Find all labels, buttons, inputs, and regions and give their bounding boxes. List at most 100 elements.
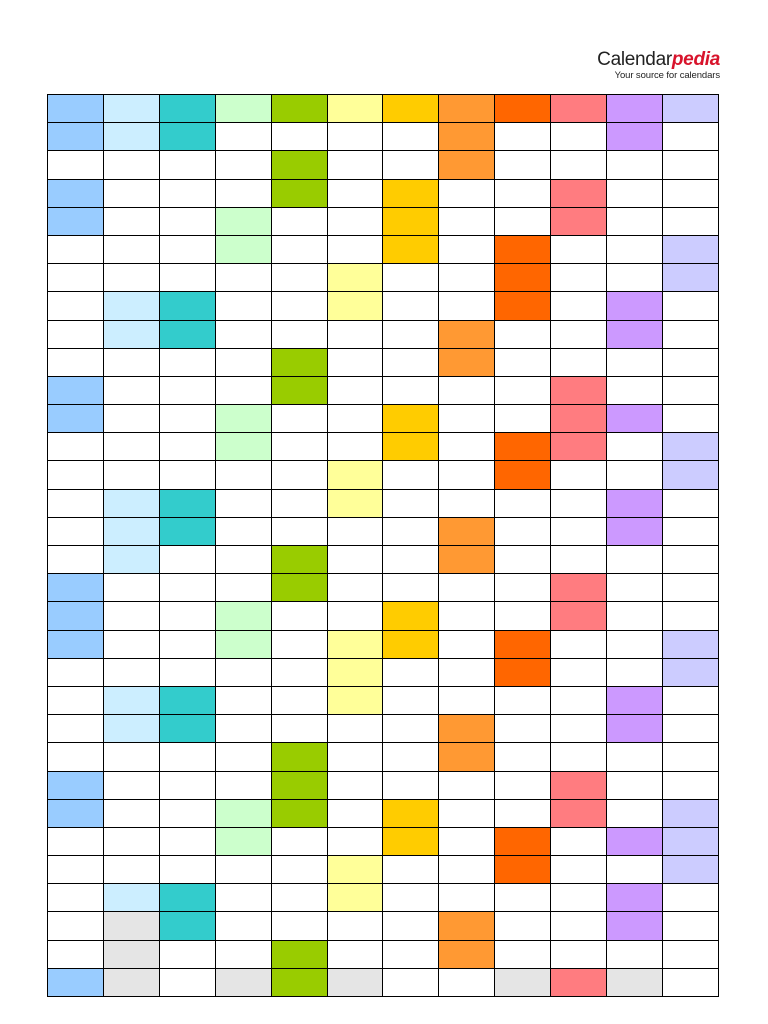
grid-cell [326, 601, 384, 631]
grid-cell [270, 432, 328, 462]
grid-cell [661, 319, 720, 349]
grid-cell [382, 347, 440, 377]
grid-cell [270, 234, 328, 265]
grid-cell [661, 798, 720, 828]
grid-cell [270, 939, 328, 969]
grid-cell [214, 206, 272, 236]
grid-cell [494, 347, 552, 377]
grid-row [47, 770, 720, 800]
grid-cell [661, 629, 720, 659]
grid-cell [214, 319, 272, 349]
grid-cell [494, 432, 552, 462]
grid-cell [661, 347, 720, 377]
grid-cell [382, 714, 440, 744]
grid-cell [382, 432, 440, 462]
grid-cell [158, 178, 216, 208]
grid-cell [606, 263, 663, 293]
grid-cell [382, 544, 440, 575]
grid-cell [382, 967, 440, 998]
grid-cell [214, 347, 272, 377]
grid-cell [214, 826, 272, 857]
grid-cell [214, 375, 272, 406]
grid-row [47, 939, 720, 969]
grid-cell [158, 714, 216, 744]
grid-cell [102, 375, 160, 406]
grid-cell [550, 404, 608, 434]
grid-cell [438, 742, 496, 772]
grid-cell [102, 573, 160, 603]
grid-row [47, 911, 720, 941]
grid-cell [270, 460, 328, 490]
grid-cell [326, 178, 384, 208]
grid-cell [326, 629, 384, 659]
grid-cell [550, 347, 608, 377]
grid-cell [606, 488, 663, 518]
grid-cell [214, 573, 272, 603]
grid-cell [494, 93, 552, 124]
grid-cell [606, 206, 663, 236]
grid-cell [214, 263, 272, 293]
grid-cell [47, 488, 104, 518]
grid-cell [438, 939, 496, 969]
grid-cell [606, 93, 663, 124]
grid-cell [47, 432, 104, 462]
grid-cell [661, 488, 720, 518]
grid-cell [214, 488, 272, 518]
grid-cell [47, 544, 104, 575]
grid-row [47, 883, 720, 913]
grid-cell [102, 601, 160, 631]
grid-cell [270, 291, 328, 321]
grid-cell [270, 573, 328, 603]
grid-cell [661, 939, 720, 969]
grid-cell [494, 122, 552, 152]
grid-cell [102, 798, 160, 828]
grid-cell [158, 93, 216, 124]
grid-cell [326, 263, 384, 293]
grid-cell [326, 516, 384, 547]
grid-cell [102, 263, 160, 293]
grid-cell [214, 798, 272, 828]
grid-row [47, 573, 720, 603]
grid-cell [382, 573, 440, 603]
grid-cell [47, 601, 104, 631]
grid-cell [214, 657, 272, 687]
grid-cell [270, 263, 328, 293]
grid-cell [438, 178, 496, 208]
grid-cell [326, 93, 384, 124]
grid-cell [270, 347, 328, 377]
grid-cell [550, 291, 608, 321]
grid-cell [550, 488, 608, 518]
grid-row [47, 375, 720, 406]
grid-row [47, 263, 720, 293]
grid-cell [158, 967, 216, 998]
grid-cell [606, 742, 663, 772]
grid-cell [661, 93, 720, 124]
grid-cell [438, 404, 496, 434]
grid-cell [494, 685, 552, 716]
grid-cell [606, 911, 663, 941]
grid-cell [158, 432, 216, 462]
grid-cell [270, 122, 328, 152]
grid-cell [494, 375, 552, 406]
grid-cell [382, 826, 440, 857]
grid-cell [270, 516, 328, 547]
grid-cell [102, 319, 160, 349]
grid-cell [438, 798, 496, 828]
grid-cell [326, 347, 384, 377]
grid-cell [661, 714, 720, 744]
grid-cell [47, 516, 104, 547]
grid-cell [494, 770, 552, 800]
grid-cell [102, 122, 160, 152]
grid-cell [661, 178, 720, 208]
grid-cell [47, 911, 104, 941]
grid-row [47, 629, 720, 659]
grid-cell [606, 544, 663, 575]
grid-cell [270, 178, 328, 208]
grid-cell [550, 516, 608, 547]
grid-cell [661, 573, 720, 603]
grid-cell [606, 404, 663, 434]
grid-cell [494, 404, 552, 434]
grid-row [47, 347, 720, 377]
grid-cell [606, 319, 663, 349]
grid-cell [47, 939, 104, 969]
